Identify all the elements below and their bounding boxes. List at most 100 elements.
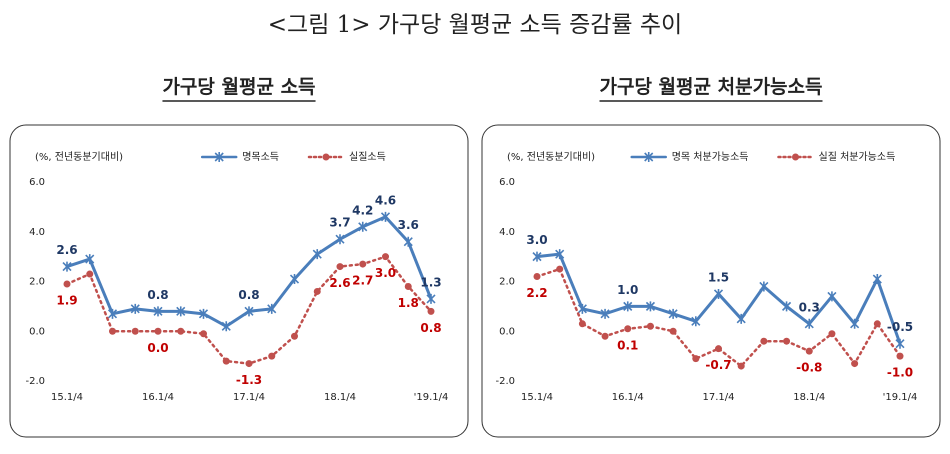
- data-label: 4.2: [352, 203, 373, 217]
- data-label: 2.6: [329, 276, 350, 290]
- legend-marker: [792, 153, 799, 161]
- marker: [623, 301, 633, 312]
- x-tick-label: 18.1/4: [324, 392, 356, 403]
- data-label: 1.9: [56, 293, 77, 307]
- marker: [850, 318, 860, 329]
- x-tick-label: '19.1/4: [883, 392, 918, 403]
- marker: [198, 308, 209, 319]
- data-label: 2.7: [352, 274, 373, 288]
- marker: [805, 347, 813, 355]
- marker: [403, 236, 413, 247]
- data-label: -1.3: [236, 373, 262, 387]
- data-label: 0.0: [147, 341, 168, 355]
- x-tick-label: 17.1/4: [703, 392, 735, 403]
- marker: [267, 303, 277, 314]
- marker: [426, 293, 436, 304]
- chart-frame: [9, 124, 469, 438]
- chart-title: 가구당 월평균 처분가능소득: [600, 76, 823, 98]
- data-label: 3.7: [329, 216, 350, 230]
- marker: [382, 253, 389, 261]
- marker: [85, 254, 95, 265]
- chart-frame: [481, 124, 941, 438]
- data-label: 2.6: [56, 243, 77, 257]
- marker: [533, 273, 541, 281]
- marker: [783, 337, 791, 345]
- legend-label: 실질 처분가능소득: [819, 151, 896, 163]
- marker: [578, 320, 586, 328]
- marker: [221, 321, 231, 332]
- marker: [827, 291, 837, 302]
- y-axis-label: (%, 전년동분기대비): [507, 151, 595, 163]
- marker: [62, 261, 72, 272]
- y-axis-label: (%, 전년동분기대비): [35, 151, 123, 163]
- x-tick-label: 16.1/4: [142, 392, 174, 403]
- marker: [804, 318, 814, 329]
- y-tick-label: -2.0: [495, 376, 515, 387]
- marker: [715, 345, 722, 353]
- marker: [154, 327, 162, 335]
- marker: [109, 327, 116, 335]
- marker: [691, 316, 701, 327]
- legend-label: 명목소득: [242, 151, 279, 163]
- x-tick-label: 18.1/4: [793, 392, 825, 403]
- data-label: -0.5: [887, 320, 913, 334]
- data-label: 1.8: [398, 296, 419, 310]
- marker: [359, 260, 367, 268]
- marker: [669, 327, 677, 335]
- marker: [713, 288, 724, 299]
- x-tick-label: 17.1/4: [233, 392, 265, 403]
- marker: [873, 320, 881, 328]
- data-label: -1.0: [887, 366, 913, 380]
- marker: [130, 303, 140, 314]
- y-tick-label: 4.0: [29, 227, 45, 238]
- data-label: 0.1: [617, 338, 638, 352]
- marker: [427, 307, 435, 315]
- data-label: 0.8: [238, 288, 259, 302]
- y-tick-label: 4.0: [499, 227, 515, 238]
- data-label: -0.8: [796, 361, 822, 375]
- data-label: 0.3: [799, 300, 820, 314]
- marker: [107, 308, 118, 319]
- marker: [600, 308, 610, 319]
- legend-marker: [644, 152, 654, 162]
- marker: [624, 325, 632, 333]
- data-label: 4.6: [375, 193, 396, 207]
- legend-label: 실질소득: [349, 151, 386, 163]
- marker: [380, 211, 391, 222]
- marker: [577, 303, 587, 314]
- y-tick-label: 6.0: [499, 177, 515, 188]
- x-tick-label: '19.1/4: [414, 392, 449, 403]
- data-label: 3.0: [526, 233, 547, 247]
- marker: [759, 281, 769, 292]
- marker: [896, 352, 904, 360]
- marker: [222, 357, 230, 365]
- data-label: 3.0: [375, 266, 396, 280]
- marker: [245, 360, 253, 368]
- marker: [781, 301, 792, 312]
- data-label: 0.8: [147, 288, 168, 302]
- marker: [176, 306, 186, 317]
- y-tick-label: 0.0: [499, 326, 515, 337]
- marker: [737, 362, 745, 370]
- marker: [312, 249, 322, 260]
- marker: [291, 332, 298, 340]
- data-label: 1.5: [708, 270, 729, 284]
- y-tick-label: 6.0: [29, 177, 45, 188]
- data-label: 2.2: [526, 286, 547, 300]
- legend-marker: [214, 152, 224, 162]
- x-tick-label: 15.1/4: [51, 392, 83, 403]
- marker: [177, 327, 185, 335]
- marker: [645, 301, 656, 312]
- marker: [601, 332, 609, 340]
- marker: [335, 234, 345, 245]
- marker: [646, 322, 654, 330]
- marker: [313, 287, 321, 295]
- marker: [736, 313, 746, 324]
- data-label: 1.3: [420, 275, 441, 289]
- marker: [153, 306, 163, 317]
- y-tick-label: 2.0: [29, 277, 45, 288]
- marker: [336, 263, 344, 271]
- x-tick-label: 15.1/4: [521, 392, 553, 403]
- marker: [895, 338, 905, 349]
- marker: [668, 308, 678, 319]
